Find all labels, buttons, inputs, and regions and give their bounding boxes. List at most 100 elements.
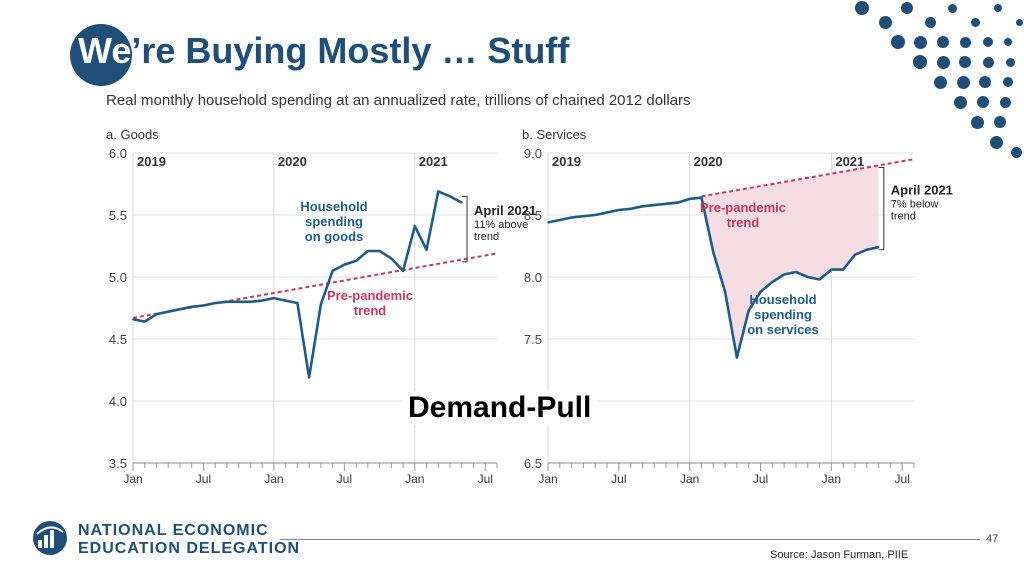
data-point <box>355 260 357 262</box>
title-rest: ’re Buying Mostly … Stuff <box>131 30 570 71</box>
decorative-dot <box>999 96 1011 108</box>
trend-line <box>132 252 498 319</box>
data-point <box>842 268 844 271</box>
data-point <box>688 198 691 200</box>
panel-title: b. Services <box>522 127 587 142</box>
x-tick-label: Jan <box>264 472 283 486</box>
data-point <box>606 211 608 214</box>
data-point <box>190 305 193 308</box>
series-label: spending <box>305 214 363 229</box>
data-point <box>629 208 632 210</box>
decorative-dot <box>1004 38 1012 46</box>
data-point <box>449 195 451 198</box>
decorative-dot <box>994 116 1006 128</box>
ned-logo-icon <box>33 521 67 555</box>
y-tick-label: 6.0 <box>109 146 127 161</box>
decorative-dot <box>913 55 927 69</box>
slide-title: We’re Buying Mostly … Stuff <box>78 30 569 72</box>
decorative-dot <box>1005 57 1015 67</box>
series-label: on goods <box>305 229 364 244</box>
data-point <box>570 216 573 219</box>
year-label: 2020 <box>278 154 307 169</box>
data-point <box>759 291 762 293</box>
org-name-line2: EDUCATION DELEGATION <box>78 540 301 557</box>
data-point <box>273 297 275 299</box>
data-point <box>618 209 620 211</box>
trend-label: trend <box>354 303 387 318</box>
callout-body: trend <box>891 211 916 223</box>
data-point <box>425 248 428 251</box>
series-label: on services <box>747 322 819 337</box>
series-line <box>132 190 463 379</box>
decorative-dot <box>1010 146 1022 158</box>
x-tick-label: Jul <box>337 472 352 486</box>
data-point <box>582 215 585 218</box>
decorative-dot <box>1015 18 1023 26</box>
data-point <box>155 313 158 316</box>
data-point <box>167 310 170 313</box>
decorative-dot <box>936 55 950 69</box>
data-point <box>202 304 205 307</box>
data-point <box>700 196 703 199</box>
x-tick-label: Jan <box>680 472 699 486</box>
year-label: 2020 <box>694 154 723 169</box>
decorative-dot <box>994 4 1002 12</box>
decorative-dot <box>956 75 970 89</box>
year-label: 2019 <box>552 154 581 169</box>
data-point <box>308 376 310 379</box>
data-point <box>367 250 369 252</box>
data-point <box>437 190 440 193</box>
decorative-dot <box>959 56 971 68</box>
data-point <box>179 308 181 311</box>
year-label: 2021 <box>419 154 448 169</box>
callout-body: 7% below <box>891 199 939 211</box>
data-point <box>261 299 263 302</box>
decorative-dot <box>913 35 927 49</box>
data-point <box>402 270 404 272</box>
data-point <box>296 302 299 304</box>
decorative-dot <box>855 1 869 15</box>
y-tick-label: 7.5 <box>524 332 542 347</box>
decorative-dot <box>983 37 993 47</box>
y-tick-label: 4.0 <box>109 394 127 409</box>
data-point <box>854 253 856 256</box>
data-point <box>132 318 134 320</box>
data-point <box>712 251 715 253</box>
data-point <box>771 281 774 283</box>
data-point <box>331 270 334 272</box>
decorative-dot <box>924 16 936 28</box>
trend-label: Pre-pandemic <box>327 288 413 303</box>
decorative-dot <box>959 36 971 48</box>
data-point <box>237 301 240 303</box>
callout-body: 11% above <box>474 219 528 231</box>
data-point <box>143 320 146 323</box>
decorative-dot <box>970 17 980 27</box>
data-point <box>320 303 322 306</box>
data-point <box>818 278 821 281</box>
decorative-dot <box>953 95 967 109</box>
callout-title: April 2021 <box>891 183 953 198</box>
x-tick-label: Jan <box>123 472 142 486</box>
data-point <box>641 205 644 208</box>
trend-label: Pre-pandemic <box>700 200 786 215</box>
data-point <box>736 356 738 359</box>
y-tick-label: 8.0 <box>524 270 542 285</box>
data-point <box>594 214 597 216</box>
data-point <box>214 302 216 304</box>
callout-bracket <box>878 166 885 251</box>
year-label: 2021 <box>835 154 864 169</box>
x-tick-label: Jul <box>611 472 626 486</box>
data-point <box>653 204 656 206</box>
decorative-dot <box>1003 77 1013 87</box>
data-point <box>378 250 381 252</box>
callout-title: April 2021 <box>474 203 536 218</box>
decorative-dot <box>947 3 957 13</box>
x-tick-label: Jan <box>405 472 424 486</box>
x-tick-label: Jan <box>822 472 841 486</box>
data-point <box>795 271 797 273</box>
decorative-dot <box>977 96 989 108</box>
x-tick-label: Jul <box>895 472 910 486</box>
x-tick-label: Jan <box>538 472 557 486</box>
data-point <box>390 257 393 260</box>
series-label: Household <box>749 292 816 307</box>
